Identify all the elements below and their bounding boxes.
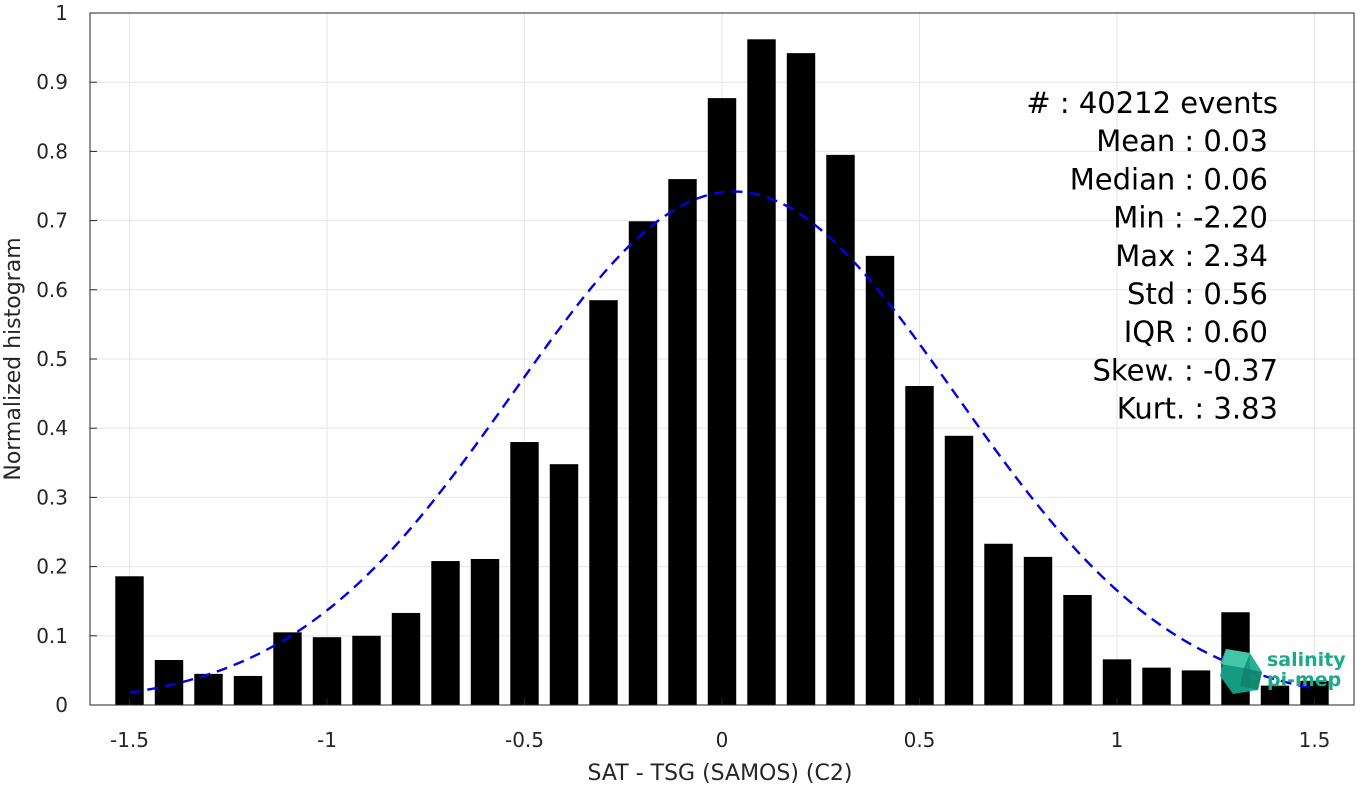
histogram-bar: [391, 612, 421, 705]
histogram-bar: [589, 300, 618, 705]
statistics-box: # : 40212 events Mean : 0.03 Median : 0.06…: [1026, 86, 1278, 426]
x-tick-label: -1.5: [110, 728, 149, 752]
histogram-bar: [549, 464, 579, 705]
histogram-bar: [470, 558, 500, 705]
logo-line2: pi-mep: [1267, 669, 1341, 691]
histogram-bar: [431, 561, 460, 705]
normal-fit-curve: [129, 190, 1315, 694]
stat-line: Max : 2.34: [1115, 239, 1268, 273]
histogram-bar: [944, 435, 974, 705]
stat-line: Mean : 0.03: [1096, 124, 1268, 158]
histogram-bar: [865, 255, 895, 705]
histogram-bar: [1142, 667, 1171, 705]
x-tick-label: -1: [317, 728, 337, 752]
histogram-bar: [1023, 556, 1053, 705]
x-tick-label: 1.5: [1299, 728, 1331, 752]
y-tick-label: 0: [55, 693, 68, 717]
y-tick-label: 0.6: [36, 278, 68, 302]
x-axis-label: SAT - TSG (SAMOS) (C2): [588, 761, 853, 785]
stat-line: # : 40212 events: [1026, 86, 1278, 120]
histogram-bar: [747, 39, 776, 705]
x-tick-label: 0.5: [904, 728, 936, 752]
histogram-bar: [786, 53, 816, 706]
stat-line: IQR : 0.60: [1124, 315, 1268, 349]
histogram-bar: [1063, 594, 1092, 705]
y-tick-label: 0.9: [36, 70, 68, 94]
histogram-bar: [628, 221, 658, 706]
histogram-bar: [1260, 685, 1290, 705]
stat-line: Skew. : -0.37: [1092, 353, 1278, 387]
histogram-bar: [154, 660, 184, 705]
histogram-bar: [233, 675, 263, 705]
stat-line: Std : 0.56: [1127, 277, 1268, 311]
y-axis-ticks: 0 0.1 0.2 0.3 0.4 0.5 0.6 0.7 0.8 0.9 1: [36, 1, 97, 717]
salinity-pimep-logo: salinity pi-mep: [1220, 649, 1346, 694]
stat-line: Median : 0.06: [1070, 162, 1268, 196]
histogram-bar: [707, 98, 737, 706]
histogram-bar: [826, 154, 855, 706]
histogram-bar: [1102, 659, 1132, 705]
y-tick-label: 0.1: [36, 624, 68, 648]
y-tick-label: 0.8: [36, 139, 68, 163]
histogram-bar: [668, 179, 697, 705]
y-tick-label: 1: [55, 1, 68, 25]
x-axis-ticks: -1.5 -1 -0.5 0 0.5 1 1.5: [110, 698, 1330, 752]
logo-line1: salinity: [1267, 649, 1346, 671]
histogram-bar: [273, 632, 302, 705]
y-tick-label: 0.3: [36, 485, 68, 509]
y-tick-label: 0.2: [36, 555, 68, 579]
histogram-bar: [312, 637, 342, 705]
histogram-bars: [115, 39, 1329, 706]
stat-line: Kurt. : 3.83: [1117, 392, 1278, 426]
histogram-bar: [115, 576, 144, 705]
x-tick-label: -0.5: [505, 728, 544, 752]
histogram-bar: [905, 385, 934, 705]
logo-cube-icon: [1220, 649, 1262, 694]
stat-line: Min : -2.20: [1113, 201, 1268, 235]
y-tick-label: 0.7: [36, 209, 68, 233]
histogram-bar: [194, 673, 223, 705]
histogram-bar: [352, 635, 381, 705]
histogram-bar: [510, 442, 539, 705]
y-tick-label: 0.5: [36, 347, 68, 371]
y-axis-label: Normalized histogram: [1, 237, 26, 480]
x-tick-label: 1: [1111, 728, 1124, 752]
histogram-bar: [1181, 670, 1211, 705]
histogram-bar: [984, 543, 1013, 705]
y-tick-label: 0.4: [36, 416, 68, 440]
x-tick-label: 0: [716, 728, 729, 752]
